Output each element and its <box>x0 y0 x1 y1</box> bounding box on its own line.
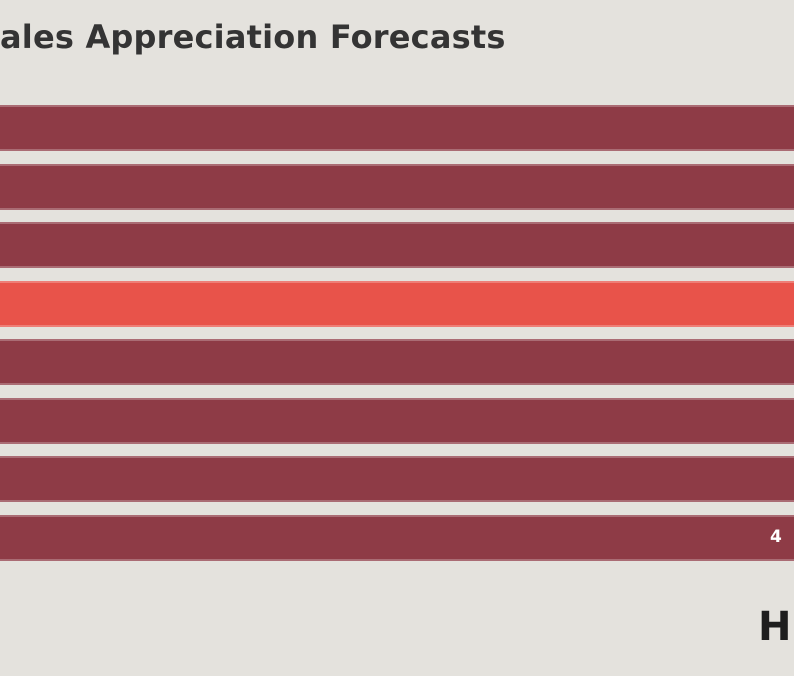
bar-highlighted <box>0 280 794 327</box>
bar <box>0 222 794 268</box>
bar <box>0 163 794 210</box>
bar <box>0 105 794 151</box>
footer-heading: H <box>758 604 792 650</box>
bar <box>0 514 794 561</box>
bar <box>0 339 794 385</box>
chart-title: ales Appreciation Forecasts <box>0 18 506 56</box>
bar <box>0 456 794 502</box>
bar-data-label: 4 <box>770 526 782 547</box>
bar <box>0 397 794 444</box>
